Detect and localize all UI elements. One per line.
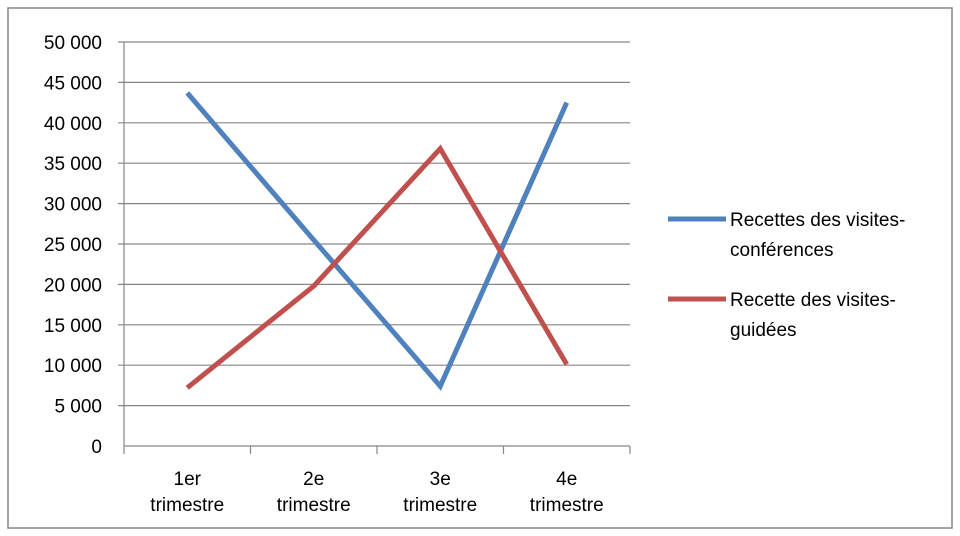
chart-frame <box>7 7 953 529</box>
axes <box>123 42 631 454</box>
x-tick-label: 1er trimestre <box>150 469 224 516</box>
y-tick-label: 40 000 <box>44 114 102 135</box>
y-tick-label: 25 000 <box>44 235 102 256</box>
series-lines <box>185 91 570 391</box>
y-tick-label: 35 000 <box>44 154 102 175</box>
y-axis-tick-labels: 0 5 000 10 000 15 000 20 000 25 000 30 000 35 0… <box>44 33 102 458</box>
gridlines <box>118 41 630 407</box>
x-tick-label-line: trimestre <box>277 495 351 516</box>
y-tick-label: 20 000 <box>44 275 102 296</box>
legend: Recettes des visites-conférences Recette … <box>668 210 905 341</box>
legend-label-line: guidées <box>730 320 797 341</box>
y-tick-label: 50 000 <box>44 33 102 54</box>
legend-label-line: Recettes des visites- <box>730 210 905 231</box>
y-tick-label: 10 000 <box>44 356 102 377</box>
x-tick-label-line: trimestre <box>530 495 604 516</box>
y-tick-label: 30 000 <box>44 195 102 216</box>
legend-label: Recette des visites-guidées <box>730 290 896 341</box>
x-tick-label-line: 2e <box>303 469 324 490</box>
x-tick-label-line: trimestre <box>150 495 224 516</box>
x-tick-label-line: trimestre <box>403 495 477 516</box>
series-line <box>185 91 570 391</box>
x-tick-label: 3e trimestre <box>403 469 477 516</box>
x-tick-label: 4e trimestre <box>530 469 604 516</box>
y-tick-label: 5 000 <box>54 397 102 418</box>
series-line <box>185 144 569 390</box>
x-tick-label-line: 3e <box>430 469 451 490</box>
x-tick-label-line: 4e <box>556 469 577 490</box>
x-tick-label-line: 1er <box>174 469 202 490</box>
legend-label-line: Recette des visites- <box>730 290 896 311</box>
y-tick-label: 45 000 <box>44 73 102 94</box>
x-tick-label: 2e trimestre <box>277 469 351 516</box>
legend-label-line: conférences <box>730 240 834 261</box>
x-axis-tick-labels: 1er trimestre 2e trimestre 3e trimestre 4e trim… <box>150 469 603 516</box>
y-tick-label: 15 000 <box>44 316 102 337</box>
y-tick-label: 0 <box>91 437 102 458</box>
legend-label: Recettes des visites-conférences <box>730 210 905 261</box>
